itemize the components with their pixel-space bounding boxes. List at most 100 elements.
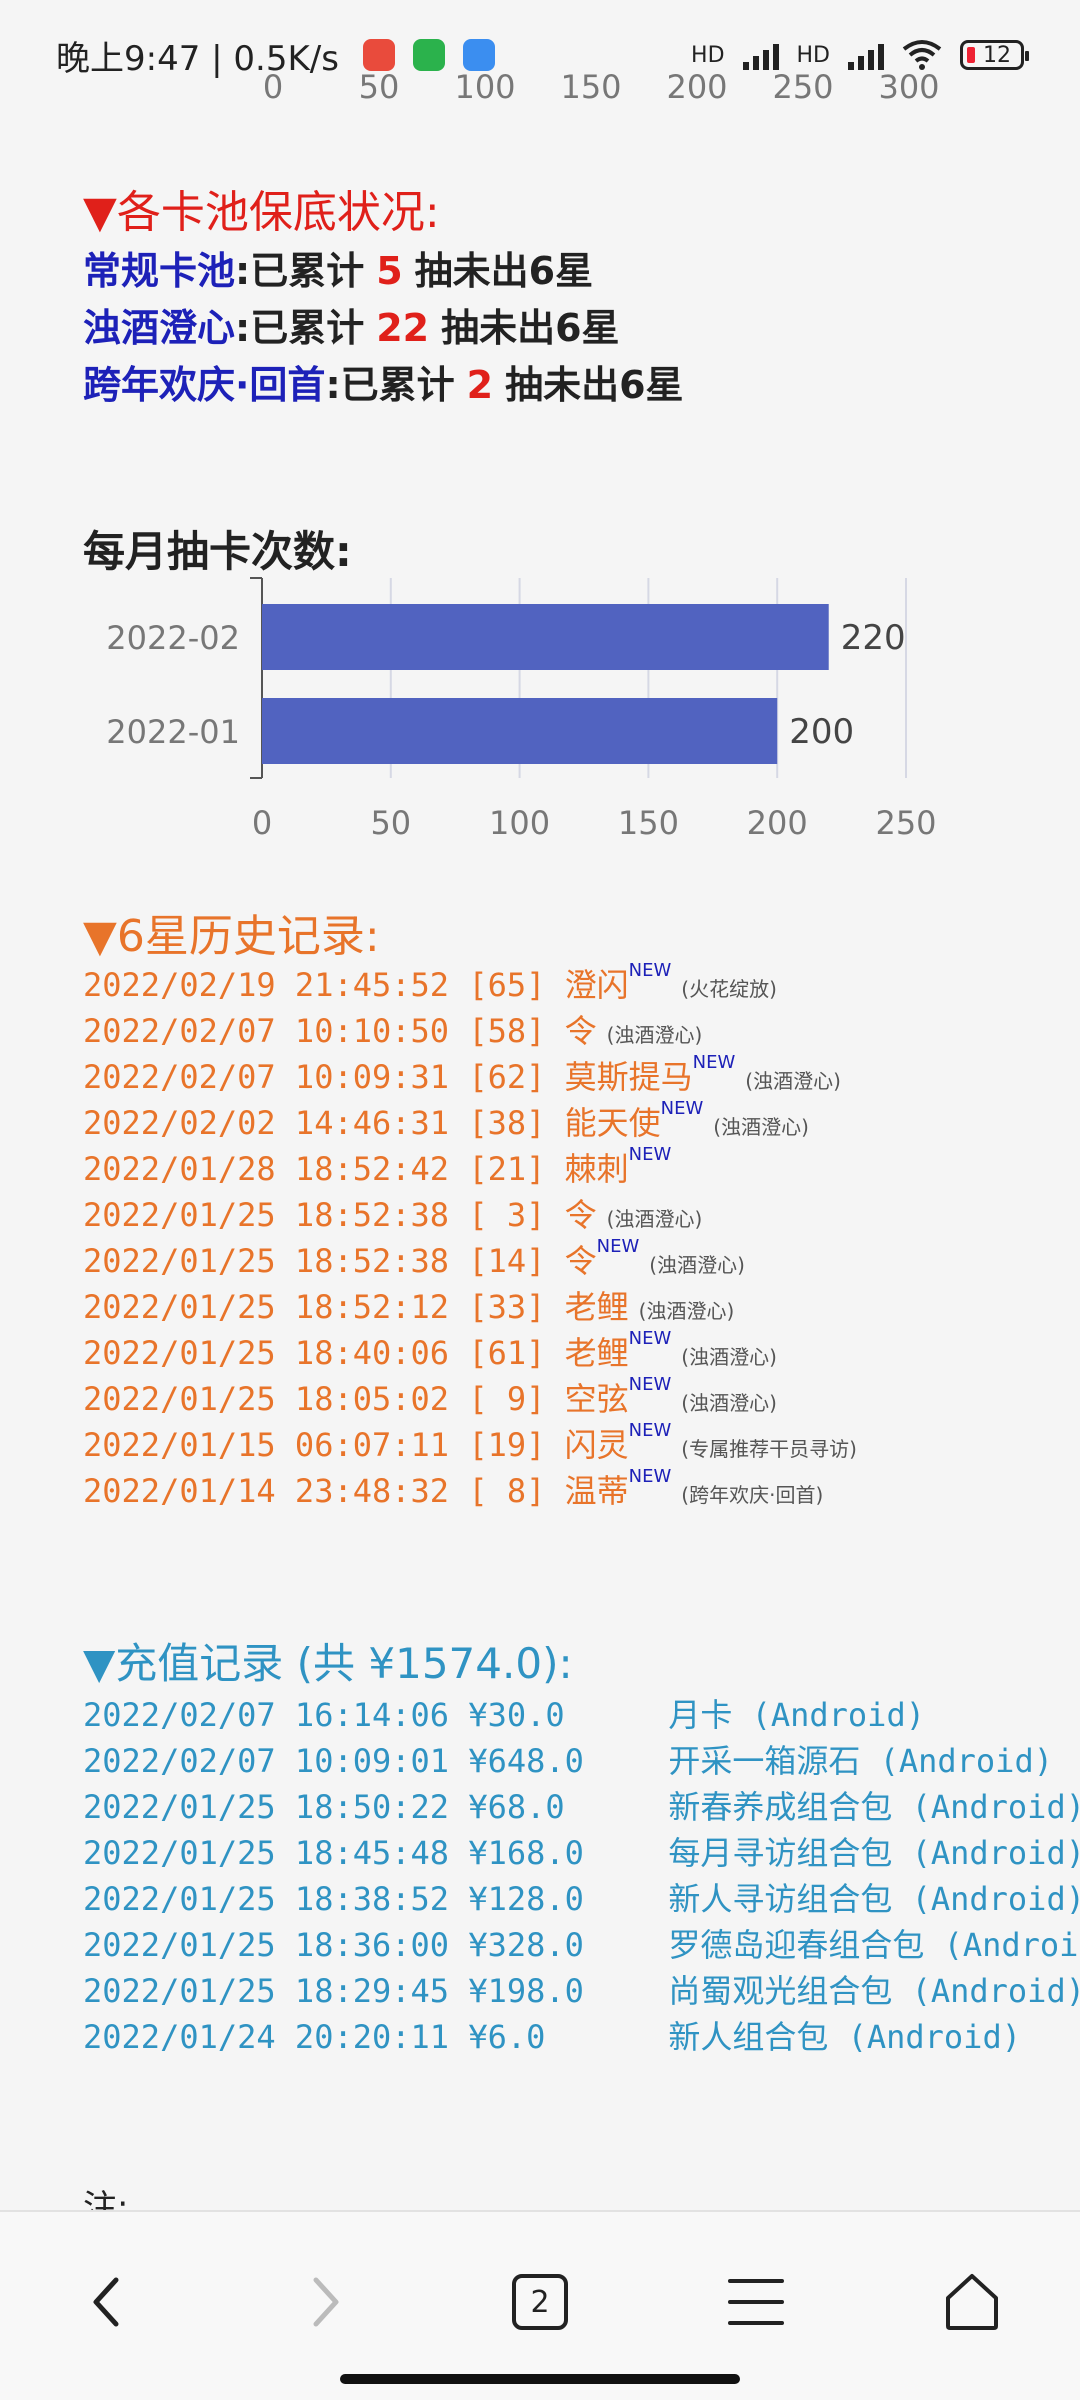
record-time: 2022/01/25 18:52:12 (83, 1288, 450, 1326)
record-pity: [19] (468, 1426, 546, 1464)
wifi-icon (902, 40, 942, 70)
axis-tick: 300 (878, 68, 940, 106)
menu-icon (728, 2279, 784, 2325)
payment-row: 2022/02/07 16:14:06 ¥30.0 月卡 (Android) (83, 1692, 1080, 1738)
pool-label: (浊酒澄心) (606, 1023, 703, 1047)
payment-item: 罗德岛迎春组合包 (Android (668, 1926, 1080, 1964)
record-time: 2022/01/25 18:52:38 (83, 1242, 450, 1280)
forward-button[interactable] (286, 2262, 366, 2342)
payment-item: 开采一箱源石 (Android) (668, 1742, 1053, 1780)
pool-name: 常规卡池 (83, 249, 236, 293)
pool-row: 常规卡池:已累计 5 抽未出6星 (83, 240, 593, 295)
x-tick-label: 100 (489, 804, 550, 842)
operator-name: 棘刺 (564, 1150, 629, 1188)
payment-time: 2022/02/07 16:14:06 (83, 1696, 450, 1734)
bottom-navigation-bar: 2 (0, 2210, 1080, 2400)
payment-time: 2022/01/25 18:50:22 (83, 1788, 450, 1826)
six-star-row: 2022/02/07 10:09:31 [62] 莫斯提马NEW (浊酒澄心) (83, 1052, 857, 1100)
payment-row: 2022/01/25 18:50:22 ¥68.0 新春养成组合包 (Androi… (83, 1784, 1080, 1830)
pool-label: (浊酒澄心) (713, 1115, 809, 1139)
pool-name: 跨年欢庆·回首 (83, 363, 326, 407)
payment-item: 尚蜀观光组合包 (Android) (668, 1972, 1080, 2010)
pool-suffix: 抽未出6星 (505, 363, 684, 407)
payment-row: 2022/01/25 18:45:48 ¥168.0 每月寻访组合包 (Andro… (83, 1830, 1080, 1876)
record-pity: [33] (468, 1288, 546, 1326)
signal-icon-1 (742, 40, 779, 70)
record-pity: [ 3] (468, 1196, 546, 1234)
payment-list: 2022/02/07 16:14:06 ¥30.0 月卡 (Android) 202… (83, 1692, 1080, 2060)
axis-tick: 0 (262, 68, 284, 106)
payment-time: 2022/01/25 18:45:48 (83, 1834, 450, 1872)
payment-item: 新人寻访组合包 (Android) (668, 1880, 1080, 1918)
back-button[interactable] (66, 2262, 146, 2342)
new-badge: NEW (628, 1466, 672, 1487)
tabs-icon: 2 (512, 2274, 568, 2330)
app-notification-icon (362, 39, 395, 71)
status-time: 晚上9:47 | 0.5K/s (56, 38, 339, 79)
axis-tick: 250 (772, 68, 834, 106)
payment-amount: ¥128.0 (468, 1880, 584, 1918)
six-star-list: 2022/02/19 21:45:52 [65] 澄闪NEW(火花绽放) 2022… (83, 960, 857, 1514)
monthly-pulls-chart: 0 50 100 150 200 250 2022-02 220 2022-01 200 (106, 577, 937, 842)
record-time: 2022/01/25 18:40:06 (83, 1334, 450, 1372)
pool-status-heading[interactable]: ▼各卡池保底状况: (83, 187, 440, 238)
payment-row: 2022/01/25 18:38:52 ¥128.0 新人寻访组合包 (Andro… (83, 1876, 1080, 1922)
battery-icon: 12 (960, 40, 1029, 70)
record-pity: [ 8] (468, 1472, 546, 1510)
operator-name: 空弦 (564, 1380, 629, 1418)
record-pity: [62] (468, 1058, 546, 1096)
six-star-row: 2022/01/25 18:40:06 [61] 老鲤NEW (浊酒澄心) (83, 1328, 857, 1376)
record-time: 2022/01/25 18:52:38 (83, 1196, 450, 1234)
home-indicator[interactable] (340, 2374, 740, 2384)
bar (262, 604, 829, 670)
axis-tick: 100 (454, 68, 516, 106)
payment-amount: ¥30.0 (468, 1696, 565, 1734)
record-time: 2022/01/14 23:48:32 (83, 1472, 450, 1510)
new-badge: NEW (628, 960, 672, 981)
payment-row: 2022/01/25 18:36:00 ¥328.0 罗德岛迎春组合包 (Andr… (83, 1922, 1080, 1968)
six-star-row: 2022/01/25 18:52:38 [ 3] 令 (浊酒澄心) (83, 1192, 857, 1238)
payment-amount: ¥168.0 (468, 1834, 584, 1872)
six-star-row: 2022/02/07 10:10:50 [58] 令 (浊酒澄心) (83, 1008, 857, 1054)
pool-label: (火花绽放) (681, 977, 777, 1001)
payment-time: 2022/01/25 18:36:00 (83, 1926, 450, 1964)
payment-records-heading[interactable]: ▼充值记录 (共 ¥1574.0): (83, 1639, 573, 1688)
pool-prefix: :已累计 (325, 363, 455, 407)
operator-name: 老鲤 (564, 1288, 629, 1326)
new-badge: NEW (692, 1052, 736, 1073)
pool-row: 浊酒澄心:已累计 22 抽未出6星 (83, 297, 620, 352)
home-button[interactable] (932, 2262, 1012, 2342)
payment-amount: ¥6.0 (468, 2018, 546, 2056)
pool-label: (浊酒澄心) (681, 1345, 777, 1369)
payment-row: 2022/02/07 10:09:01 ¥648.0 开采一箱源石 (Androi… (83, 1738, 1080, 1784)
menu-button[interactable] (716, 2262, 796, 2342)
new-badge: NEW (628, 1144, 672, 1165)
operator-name: 澄闪 (564, 966, 629, 1004)
operator-name: 莫斯提马 (564, 1058, 693, 1096)
six-star-row: 2022/01/28 18:52:42 [21] 棘刺NEW (83, 1144, 857, 1192)
wechat-notification-icon (412, 39, 445, 71)
operator-name: 温蒂 (564, 1472, 629, 1510)
x-tick-label: 0 (252, 804, 272, 842)
payment-item: 每月寻访组合包 (Android) (668, 1834, 1080, 1872)
operator-name: 能天使 (564, 1104, 661, 1142)
axis-tick: 200 (666, 68, 728, 106)
six-star-row: 2022/01/14 23:48:32 [ 8] 温蒂NEW (跨年欢庆·回首) (83, 1466, 857, 1514)
record-time: 2022/02/02 14:46:31 (83, 1104, 450, 1142)
tabs-button[interactable]: 2 (500, 2262, 580, 2342)
record-pity: [14] (468, 1242, 546, 1280)
record-pity: [ 9] (468, 1380, 546, 1418)
payment-time: 2022/02/07 10:09:01 (83, 1742, 450, 1780)
pool-prefix: :已累计 (235, 249, 365, 293)
browser-notification-icon (462, 39, 495, 71)
category-label: 2022-02 (106, 619, 240, 657)
payment-row: 2022/01/25 18:29:45 ¥198.0 尚蜀观光组合包 (Andro… (83, 1968, 1080, 2014)
six-star-row: 2022/01/25 18:52:38 [14] 令NEW (浊酒澄心) (83, 1236, 857, 1284)
record-pity: [61] (468, 1334, 546, 1372)
pool-label: (浊酒澄心) (745, 1069, 841, 1093)
pool-count: 22 (376, 306, 430, 350)
six-star-history-heading[interactable]: ▼6星历史记录: (83, 911, 380, 962)
payment-row: 2022/01/24 20:20:11 ¥6.0 新人组合包 (Android) (83, 2014, 1080, 2060)
six-star-row: 2022/02/02 14:46:31 [38] 能天使NEW (浊酒澄心) (83, 1098, 857, 1146)
record-pity: [21] (468, 1150, 546, 1188)
